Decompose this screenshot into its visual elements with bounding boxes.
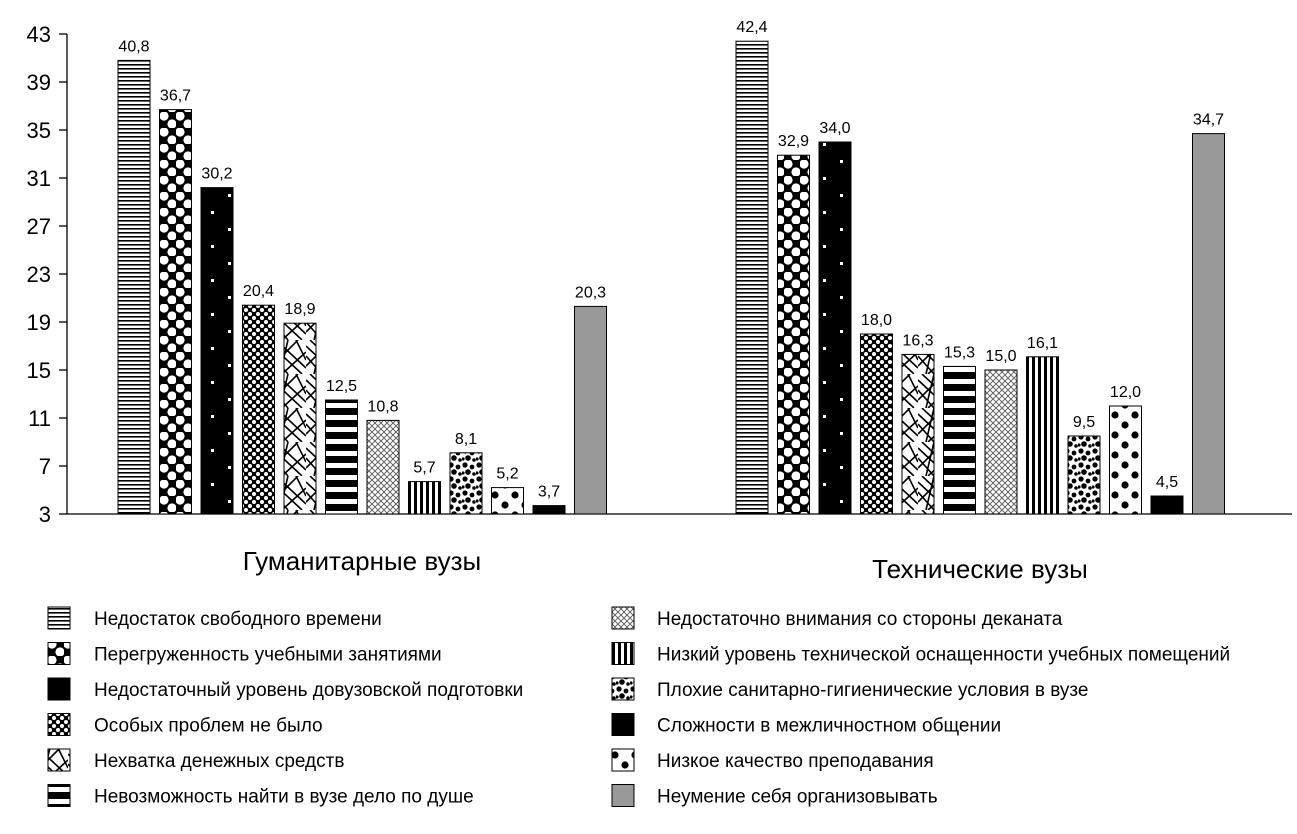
- value-label: 15,0: [985, 348, 1016, 365]
- legend-label: Низкий уровень технической оснащенности …: [657, 645, 1230, 666]
- category-label: Технические вузы: [872, 554, 1088, 584]
- value-label: 4,5: [1156, 474, 1178, 491]
- legend-swatch: [47, 642, 71, 665]
- bar: [1192, 133, 1225, 515]
- y-tick-label: 43: [27, 22, 51, 47]
- value-label: 10,8: [367, 398, 398, 415]
- bar: [117, 59, 151, 515]
- bar: [200, 187, 234, 515]
- bar: [283, 322, 317, 515]
- y-tick-label: 7: [39, 454, 51, 479]
- value-label: 36,7: [160, 88, 191, 105]
- bar: [159, 109, 192, 515]
- bar: [1067, 435, 1101, 515]
- category-label: Гуманитарные вузы: [243, 546, 481, 576]
- legend-swatch: [611, 748, 635, 772]
- legend-label: Недостаточно внимания со стороны деканат…: [657, 609, 1063, 630]
- legend-swatch: [47, 748, 71, 772]
- value-label: 12,5: [326, 378, 357, 395]
- y-tick-label: 11: [28, 406, 51, 431]
- legend-swatch: [47, 713, 71, 736]
- bar: [943, 365, 976, 515]
- legend-swatch: [611, 606, 635, 630]
- value-label: 32,9: [778, 133, 809, 150]
- legend-swatch: [47, 677, 71, 701]
- bar: [449, 452, 483, 515]
- value-label: 34,7: [1193, 112, 1224, 129]
- legend-label: Недостаток свободного времени: [94, 609, 382, 630]
- bar: [366, 419, 400, 515]
- value-label: 20,4: [243, 283, 274, 300]
- value-label: 18,0: [861, 312, 892, 329]
- bar: [242, 304, 275, 515]
- bar: [532, 505, 566, 515]
- bar: [777, 154, 810, 515]
- y-tick-label: 19: [27, 310, 51, 335]
- value-label: 5,7: [413, 460, 435, 477]
- legend-swatch: [611, 784, 635, 807]
- bar: [1026, 356, 1059, 515]
- bar: [860, 333, 893, 515]
- bar: [408, 481, 441, 515]
- group-labels: Гуманитарные вузы Технические вузы: [243, 546, 1088, 584]
- value-label: 18,9: [284, 301, 315, 318]
- value-label: 40,8: [118, 38, 149, 55]
- legend-label: Недостаточный уровень довузовской подгот…: [94, 680, 523, 701]
- bar: [325, 399, 358, 515]
- value-label: 16,3: [902, 332, 933, 349]
- y-tick-label: 15: [27, 358, 51, 383]
- bar: [735, 40, 769, 515]
- legend-label: Плохие санитарно-гигиенические условия в…: [657, 680, 1089, 701]
- value-label: 16,1: [1027, 335, 1058, 352]
- value-label: 5,2: [496, 466, 518, 483]
- legend-swatch: [611, 677, 635, 701]
- bar: [1109, 405, 1142, 515]
- value-label: 15,3: [944, 344, 975, 361]
- y-tick-label: 27: [27, 214, 51, 239]
- bar: [491, 487, 524, 515]
- legend-swatch: [47, 606, 71, 630]
- legend-label: Низкое качество преподавания: [657, 751, 934, 772]
- legend-label: Особых проблем не было: [94, 716, 323, 737]
- y-tick-label: 39: [27, 70, 51, 95]
- legend-label: Неумение себя организовывать: [657, 787, 938, 808]
- legend-swatch: [611, 713, 635, 736]
- y-tick-label: 23: [27, 262, 51, 287]
- value-label: 34,0: [819, 120, 850, 137]
- bar: [984, 369, 1018, 515]
- value-label: 42,4: [736, 19, 767, 36]
- value-label: 9,5: [1073, 414, 1095, 431]
- bar: [818, 141, 852, 515]
- legend: Недостаток свободного времени Перегруженн…: [47, 606, 1230, 808]
- value-labels: 40,8 42,4 36,7 32,9 30,2 34,0 20,4 18,0 18,9 16,3…: [118, 19, 1224, 500]
- bar: [1150, 495, 1184, 515]
- legend-swatch: [611, 642, 635, 665]
- bar: [901, 353, 935, 515]
- y-tick-label: 35: [27, 118, 51, 143]
- legend-swatch: [47, 784, 71, 807]
- legend-label: Невозможность найти в вузе дело по душе: [94, 787, 474, 808]
- value-label: 20,3: [575, 284, 606, 301]
- value-label: 12,0: [1110, 384, 1141, 401]
- bars: [117, 40, 1225, 515]
- y-tick-label: 3: [39, 502, 51, 527]
- legend-label: Нехватка денежных средств: [94, 751, 344, 772]
- bar: [574, 305, 607, 515]
- y-tick-label: 31: [27, 166, 51, 191]
- value-label: 30,2: [201, 166, 232, 183]
- value-label: 3,7: [538, 484, 560, 501]
- value-label: 8,1: [455, 431, 477, 448]
- legend-label: Перегруженность учебными занятиями: [94, 645, 442, 666]
- legend-label: Сложности в межличностном общении: [657, 716, 1001, 737]
